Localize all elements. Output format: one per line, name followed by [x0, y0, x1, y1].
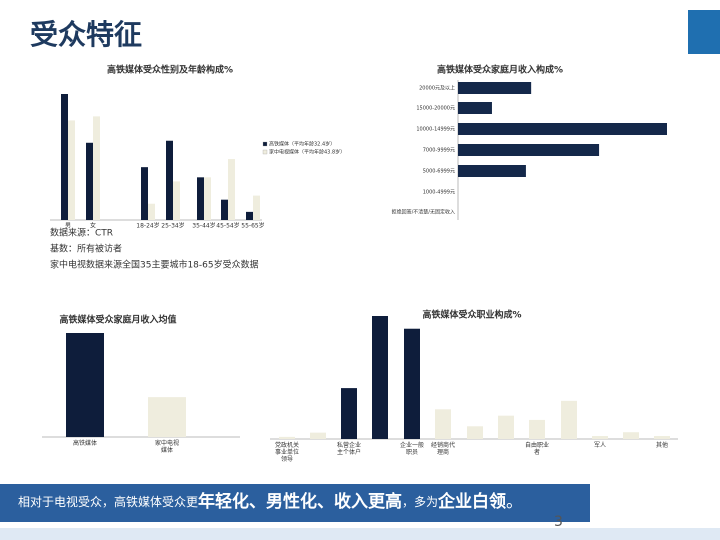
- bar: [253, 195, 260, 220]
- x-tick-label: 家中电视媒体: [155, 439, 179, 454]
- banner-part: ，多为: [402, 495, 438, 509]
- x-tick-label: 其他: [656, 441, 668, 449]
- bar: [86, 142, 93, 220]
- x-tick-label-line: 职员: [406, 449, 418, 456]
- x-tick-label-line: 私营企业: [337, 441, 361, 449]
- x-tick-label-line: 自由职业: [525, 441, 549, 449]
- bar: [221, 199, 228, 220]
- bar: [458, 144, 600, 156]
- chart-title: 高铁媒体受众家庭月收入构成%: [437, 64, 563, 76]
- chart-title: 高铁媒体受众家庭月收入均值: [59, 314, 176, 326]
- bar: [341, 388, 357, 439]
- page-number: 3: [554, 514, 563, 530]
- x-tick-label-line: 军人: [594, 442, 606, 449]
- bar: [61, 94, 68, 220]
- bar: [68, 120, 75, 220]
- note: 数据来源：CTR: [50, 227, 113, 239]
- note: 基数：所有被访者: [50, 243, 122, 255]
- bar: [310, 432, 326, 439]
- x-tick-label: 25-34岁: [161, 222, 184, 230]
- bar: [529, 419, 545, 439]
- banner-highlight: 企业白领: [437, 491, 506, 512]
- banner-highlight: 年轻化、男性化、收入更高: [198, 491, 402, 512]
- banner-part: 相对于电视受众，高铁媒体受众更: [18, 494, 198, 509]
- bar: [148, 397, 186, 437]
- bar: [404, 328, 420, 439]
- bar: [623, 432, 639, 439]
- y-tick-label: 5000-6999元: [423, 169, 455, 175]
- x-tick-label: 男: [65, 223, 71, 230]
- bar: [228, 159, 235, 220]
- x-tick-label: 自由职业者: [525, 441, 549, 456]
- x-tick-label: 党政机关事业单位领导: [275, 441, 299, 463]
- bar: [372, 316, 388, 439]
- legend-label: 家中电视媒体（平均年龄43.8岁）: [269, 149, 345, 156]
- bar: [435, 409, 451, 439]
- corner-decoration: [688, 10, 720, 54]
- chart-title: 高铁媒体受众性别及年龄构成%: [107, 64, 233, 76]
- y-tick-label: 20000元及以上: [419, 85, 455, 92]
- x-tick-label-line: 高铁媒体: [73, 439, 97, 447]
- x-tick-label-line: 者: [534, 449, 540, 456]
- bottom-strip: [0, 528, 720, 540]
- bar: [173, 181, 180, 220]
- bar: [458, 82, 532, 94]
- legend-label: 高铁媒体（平均年龄32.4岁）: [269, 141, 335, 148]
- bar: [197, 177, 204, 220]
- bar: [654, 436, 670, 439]
- x-tick-label: 女: [90, 222, 96, 230]
- x-tick-label: 企业一般职员: [400, 441, 424, 456]
- x-tick-label-line: 经销商代: [431, 441, 455, 449]
- banner: [0, 484, 590, 522]
- bar: [279, 436, 295, 439]
- y-tick-label: 1000-4999元: [423, 190, 455, 196]
- bar: [148, 203, 155, 220]
- bar: [246, 211, 253, 220]
- x-tick-label: 经销商代理商: [431, 441, 455, 456]
- x-tick-label-line: 事业单位: [275, 448, 299, 456]
- x-tick-label-line: 领导: [281, 455, 293, 463]
- legend-swatch: [262, 149, 268, 155]
- y-tick-label: 拒绝回答/不清楚/无固定收入: [392, 209, 455, 216]
- banner-part: 。: [506, 492, 523, 512]
- banner-text: 相对于电视受众，高铁媒体受众更年轻化、男性化、收入更高，多为企业白领。: [18, 491, 523, 512]
- bar: [458, 165, 526, 177]
- x-tick-label: 高铁媒体: [73, 439, 97, 447]
- bar: [592, 436, 608, 439]
- bar: [467, 426, 483, 439]
- y-tick-label: 7000-9999元: [423, 148, 455, 154]
- bar: [204, 177, 211, 220]
- y-tick-label: 10000-14999元: [416, 127, 455, 133]
- x-tick-label-line: 主个体户: [337, 448, 361, 456]
- x-tick-label-line: 企业一般: [400, 441, 424, 449]
- bar: [93, 116, 100, 220]
- x-tick-label-line: 理商: [437, 448, 449, 456]
- x-tick-label-line: 家中电视: [155, 439, 179, 447]
- x-tick-label-line: 其他: [656, 441, 668, 449]
- note: 家中电视数据来源全国35主要城市18-65岁受众数据: [50, 259, 259, 271]
- x-tick-label: 军人: [594, 442, 606, 449]
- x-tick-label: 35-44岁: [192, 222, 215, 230]
- bar: [498, 415, 514, 439]
- bar: [458, 102, 492, 114]
- x-tick-label: 45-54岁: [216, 222, 239, 230]
- y-tick-label: 15000-20000元: [416, 106, 455, 112]
- bar: [166, 140, 173, 220]
- bar: [141, 167, 148, 220]
- x-tick-label-line: 媒体: [161, 446, 173, 454]
- bar: [458, 123, 667, 135]
- x-tick-label: 55-65岁: [241, 222, 264, 230]
- legend-swatch: [262, 141, 268, 147]
- bar: [66, 333, 104, 437]
- chart-title: 高铁媒体受众职业构成%: [422, 309, 521, 321]
- x-tick-label: 私营企业主个体户: [337, 441, 361, 456]
- x-tick-label-line: 党政机关: [275, 441, 299, 449]
- x-tick-label: 18-24岁: [136, 222, 159, 230]
- bar: [561, 400, 577, 439]
- slide-title: 受众特征: [30, 18, 142, 51]
